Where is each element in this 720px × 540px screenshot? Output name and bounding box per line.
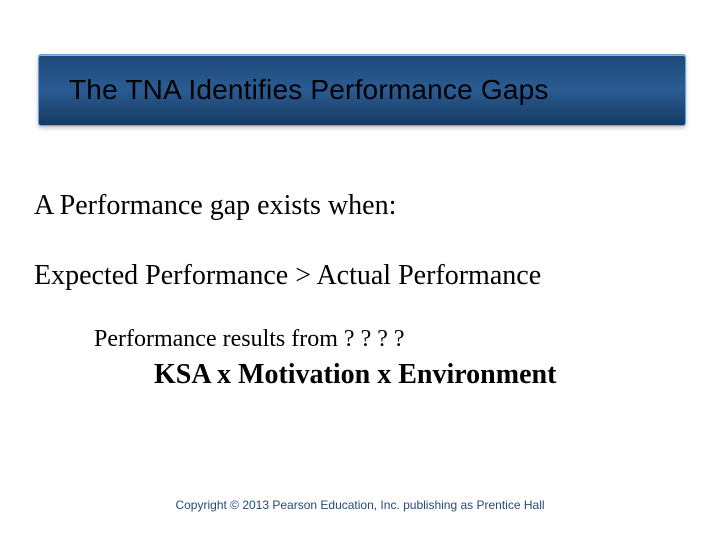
copyright-footer: Copyright © 2013 Pearson Education, Inc.… bbox=[0, 498, 720, 512]
slide: The TNA Identifies Performance Gaps A Pe… bbox=[0, 0, 720, 540]
title-bar: The TNA Identifies Performance Gaps bbox=[38, 54, 686, 126]
body-line-3: Performance results from ? ? ? ? bbox=[34, 326, 686, 353]
slide-title: The TNA Identifies Performance Gaps bbox=[69, 74, 549, 106]
body-line-1: A Performance gap exists when: bbox=[34, 190, 686, 222]
body-line-4: KSA x Motivation x Environment bbox=[34, 359, 686, 391]
body-line-2: Expected Performance > Actual Performanc… bbox=[34, 260, 686, 292]
body-content: A Performance gap exists when: Expected … bbox=[34, 190, 686, 391]
